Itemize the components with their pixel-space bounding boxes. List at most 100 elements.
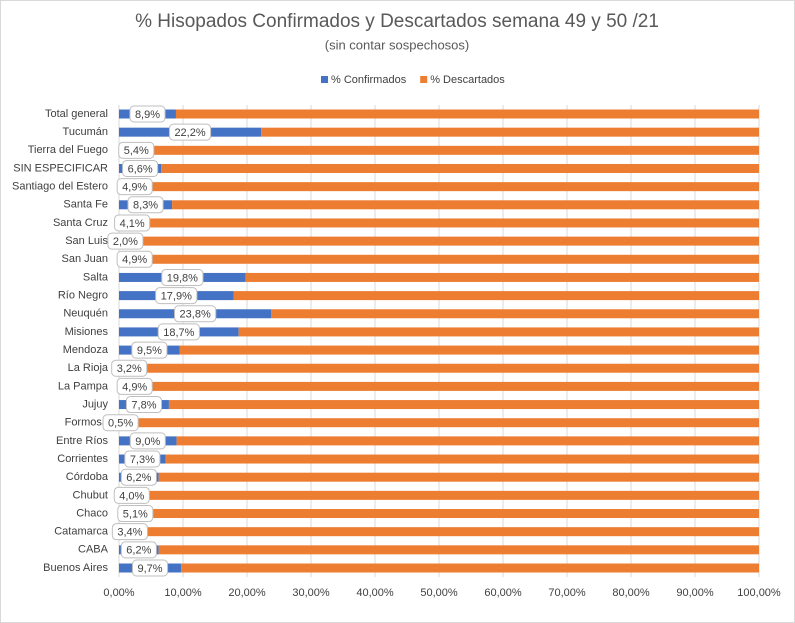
y-tick-label: Tierra del Fuego <box>28 144 108 156</box>
data-label-box <box>122 159 159 177</box>
bar-segment <box>161 163 760 173</box>
data-label: 7,3% <box>130 454 155 466</box>
bar-segment <box>139 363 760 373</box>
bar-segment <box>261 127 759 137</box>
legend-swatch <box>420 76 428 83</box>
data-label-box <box>161 268 204 286</box>
data-label-box <box>174 305 217 323</box>
y-tick-label: Salta <box>83 271 109 283</box>
y-tick-label: La Rioja <box>68 362 109 374</box>
y-tick-label: San Luis <box>65 235 108 247</box>
data-label: 4,0% <box>119 490 144 502</box>
y-tick-label: Buenos Aires <box>43 562 108 574</box>
y-tick-label: Santiago del Estero <box>12 181 108 193</box>
data-label: 2,0% <box>113 236 138 248</box>
y-tick-label: Misiones <box>65 326 109 338</box>
bar-segment <box>172 200 759 210</box>
x-tick-label: 60,00% <box>484 587 522 599</box>
data-label-box <box>120 468 157 486</box>
data-label: 3,2% <box>117 363 142 375</box>
data-label-box <box>168 123 212 141</box>
legend-label: % Confirmados <box>331 74 407 86</box>
data-label: 8,3% <box>133 200 158 212</box>
bar-segment <box>150 182 760 192</box>
y-tick-label: Jujuy <box>82 398 108 410</box>
data-label: 6,2% <box>126 545 151 557</box>
y-tick-label: Corrientes <box>57 453 108 465</box>
x-tick-label: 30,00% <box>292 587 330 599</box>
bar-segment <box>158 545 759 555</box>
x-tick-label: 50,00% <box>420 587 458 599</box>
bar-segment <box>150 381 760 391</box>
y-tick-label: Catamarca <box>54 526 109 538</box>
data-label: 18,7% <box>163 327 194 339</box>
bar-segment <box>158 472 759 482</box>
x-tick-label: 20,00% <box>228 587 266 599</box>
data-label-box <box>116 178 153 196</box>
data-label-box <box>118 141 155 159</box>
data-label: 6,6% <box>128 163 153 175</box>
bar-segment <box>271 309 759 319</box>
y-tick-label: Córdoba <box>66 471 109 483</box>
bar-segment <box>165 454 760 464</box>
y-tick-label: Neuquén <box>63 308 108 320</box>
data-label-box <box>124 450 161 468</box>
x-tick-label: 90,00% <box>676 587 714 599</box>
data-label-box <box>120 541 157 559</box>
legend-swatch <box>321 76 328 83</box>
x-tick-label: 100,00% <box>737 587 781 599</box>
data-label: 5,4% <box>124 145 149 157</box>
data-label: 8,9% <box>135 109 160 121</box>
data-label: 5,1% <box>123 508 148 520</box>
y-tick-label: Santa Cruz <box>53 217 108 229</box>
data-label: 4,1% <box>120 218 145 230</box>
bar-segment <box>122 418 759 428</box>
data-label: 22,2% <box>174 127 205 139</box>
data-label-box <box>111 523 148 541</box>
data-label: 17,9% <box>161 291 192 303</box>
bar-segment <box>181 563 759 573</box>
data-label-box <box>116 250 153 268</box>
data-label: 4,9% <box>122 381 147 393</box>
data-label-box <box>111 359 148 377</box>
chart-title: % Hisopados Confirmados y Descartados se… <box>135 11 659 32</box>
bar-segment <box>145 218 760 228</box>
data-label-box <box>132 559 169 577</box>
bar-segment <box>168 400 760 410</box>
data-label: 6,2% <box>126 472 151 484</box>
data-label-box <box>116 377 153 395</box>
data-label: 9,5% <box>137 345 162 357</box>
bar-segment <box>151 509 759 519</box>
data-label: 9,7% <box>138 563 163 575</box>
data-label-box <box>155 287 198 305</box>
bar-segment <box>175 109 759 119</box>
data-label-box <box>114 214 151 232</box>
data-label: 4,9% <box>122 182 147 194</box>
data-label-box <box>107 232 144 250</box>
bar-segment <box>150 254 760 264</box>
y-tick-label: Formosa <box>65 417 109 429</box>
y-tick-label: La Pampa <box>58 380 109 392</box>
y-tick-label: Río Negro <box>58 290 108 302</box>
bar-segment <box>144 490 760 500</box>
data-label: 3,4% <box>117 527 142 539</box>
y-tick-label: Entre Ríos <box>56 435 108 447</box>
bar-segment <box>153 145 759 155</box>
y-tick-label: Total general <box>45 108 108 120</box>
data-label: 9,0% <box>135 436 160 448</box>
data-label-box <box>131 341 168 359</box>
x-tick-label: 40,00% <box>356 587 394 599</box>
y-tick-label: SIN ESPECIFICAR <box>13 162 108 174</box>
data-label-box <box>129 105 166 123</box>
data-label-box <box>117 505 154 523</box>
bar-segment <box>176 436 760 446</box>
y-tick-label: San Juan <box>62 253 108 265</box>
y-tick-label: Mendoza <box>63 344 109 356</box>
y-tick-label: CABA <box>78 544 109 556</box>
data-label: 19,8% <box>167 272 198 284</box>
chart-subtitle: (sin contar sospechosos) <box>325 37 470 52</box>
data-label-box <box>129 432 166 450</box>
bar-segment <box>179 345 760 355</box>
y-tick-label: Santa Fe <box>63 199 108 211</box>
